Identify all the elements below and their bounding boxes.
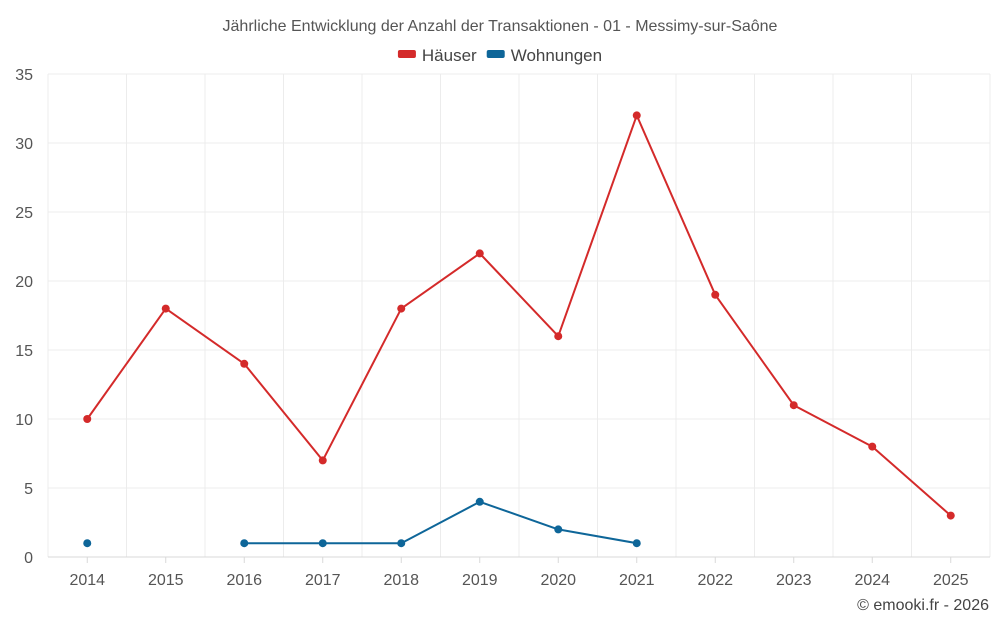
data-point[interactable] [554,332,563,341]
legend-label: Wohnungen [511,46,602,65]
x-tick-label: 2023 [776,572,812,589]
x-tick-label: 2014 [69,572,105,589]
y-tick-label: 15 [15,343,33,360]
data-point[interactable] [475,497,484,506]
y-tick-label: 10 [15,412,33,429]
x-axis: 2014 2015 2016 2017 2018 2019 2020 2021 2022 2023… [48,556,990,589]
x-tick-label: 2018 [383,572,419,589]
grid [47,73,991,557]
x-tick-label: 2017 [305,572,341,589]
legend-item-1[interactable]: Häuser [397,46,477,65]
data-point[interactable] [711,290,720,299]
data-point[interactable] [318,456,327,465]
x-tick-label: 2021 [619,572,655,589]
data-point[interactable] [240,359,249,368]
x-tick-label: 2022 [697,572,733,589]
data-point[interactable] [397,304,406,313]
series-2 [83,497,641,548]
y-tick-label: 0 [24,550,33,567]
data-point[interactable] [632,539,641,548]
chart-title: Jährliche Entwicklung der Anzahl der Tra… [223,18,778,35]
data-point[interactable] [632,111,641,120]
y-tick-label: 35 [15,67,33,84]
x-tick-label: 2016 [226,572,262,589]
credit-text: © emooki.fr - 2026 [857,597,989,614]
data-point[interactable] [83,539,92,548]
data-point[interactable] [868,442,877,451]
series-1 [83,111,955,520]
y-axis: 0 5 10 15 20 25 30 35 [15,67,33,567]
data-point[interactable] [397,539,406,548]
data-point[interactable] [946,511,955,520]
data-point[interactable] [554,525,563,534]
legend-item-2[interactable]: Wohnungen [486,46,602,65]
x-tick-label: 2019 [462,572,498,589]
y-tick-label: 20 [15,274,33,291]
y-tick-label: 5 [24,481,33,498]
data-point[interactable] [789,401,798,410]
series-line [86,114,952,517]
y-tick-label: 25 [15,205,33,222]
series-line [244,500,637,545]
data-point[interactable] [475,249,484,258]
data-point[interactable] [83,415,92,423]
series-group [83,111,955,548]
legend-swatch [486,50,505,58]
x-tick-label: 2020 [540,572,576,589]
legend-label: Häuser [422,46,477,65]
data-point[interactable] [318,539,327,548]
x-tick-label: 2025 [933,572,969,589]
y-tick-label: 30 [15,136,33,153]
x-tick-label: 2015 [148,572,184,589]
data-point[interactable] [240,539,249,548]
x-tick-label: 2024 [854,572,890,589]
legend-swatch [397,50,416,58]
data-point[interactable] [161,304,170,313]
legend: Häuser Wohnungen [397,46,602,65]
